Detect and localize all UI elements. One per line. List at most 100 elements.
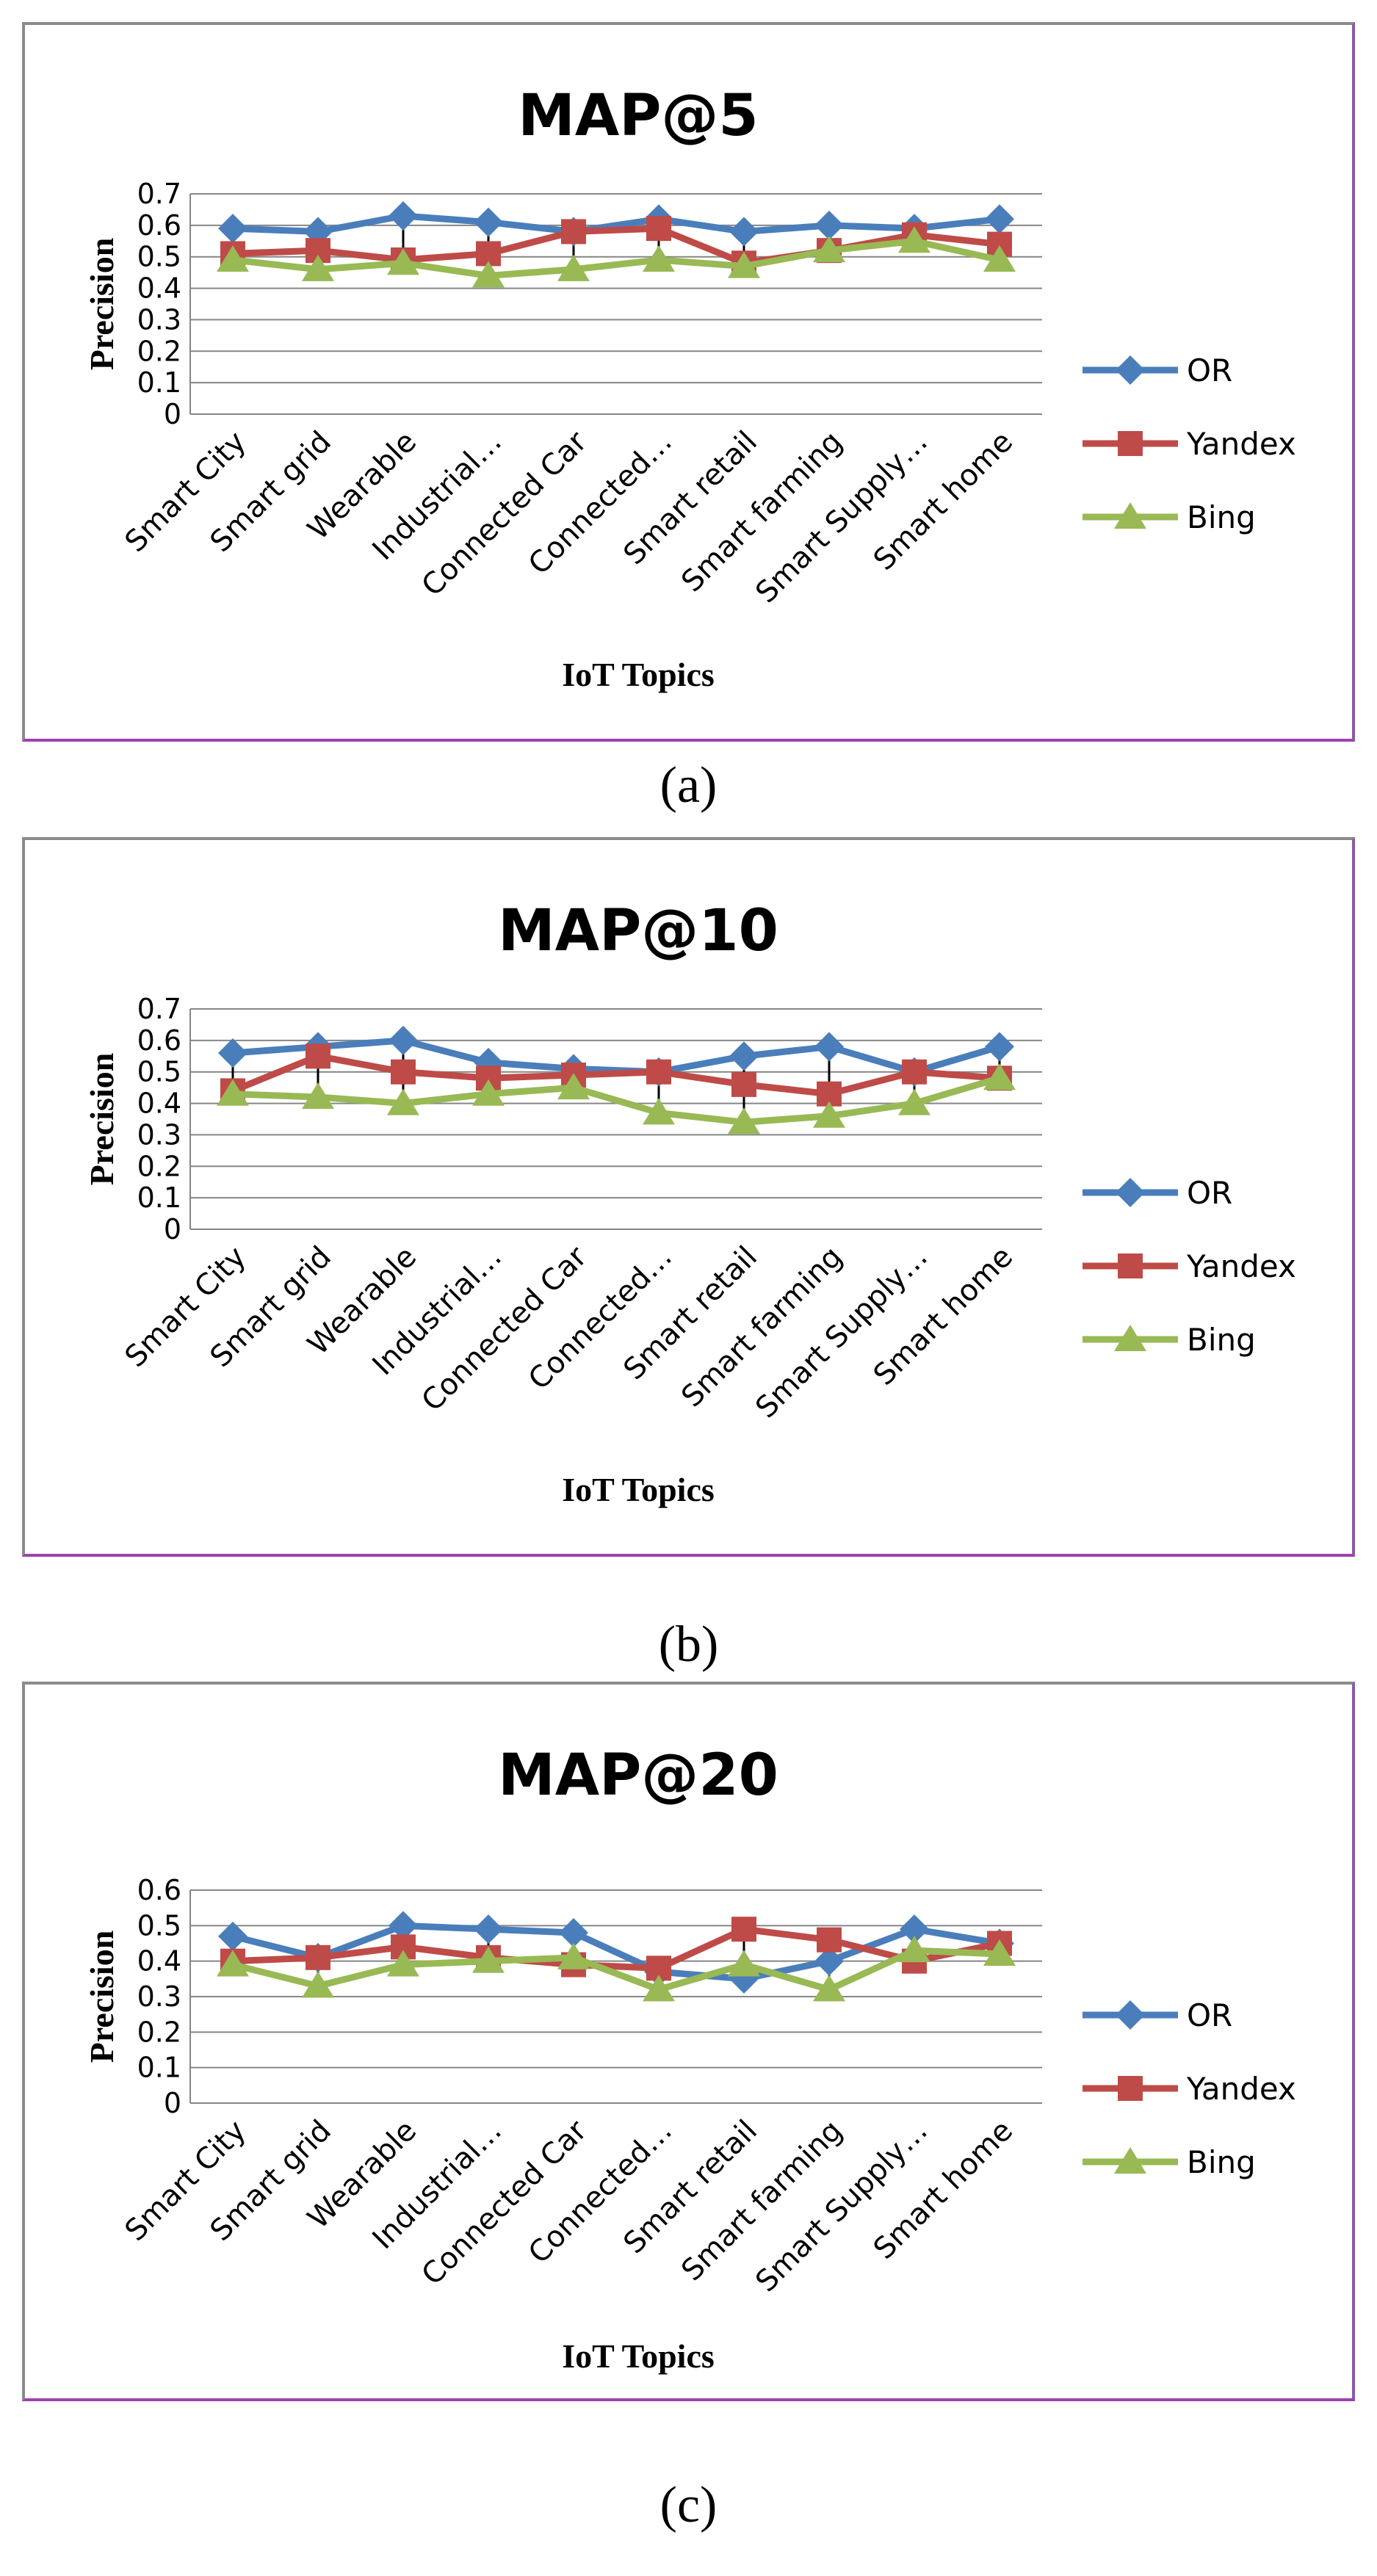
chart-svg: MAP@500.10.20.30.40.50.60.7PrecisionSmar… bbox=[83, 83, 1296, 693]
y-tick-label: 0.1 bbox=[137, 2052, 181, 2084]
data-point-or bbox=[218, 214, 247, 244]
x-axis-label: IoT Topics bbox=[562, 2337, 715, 2375]
y-tick-label: 0.1 bbox=[137, 1182, 181, 1214]
legend-label-bing: Bing bbox=[1187, 1322, 1256, 1358]
data-point-bing bbox=[983, 1939, 1016, 1966]
chart-panel-map10: MAP@10 0 0.1 0.2 0.3 0.4 0.5 0.6 0.7 Precision Sma… bbox=[22, 837, 1355, 1557]
data-point-or bbox=[814, 1946, 844, 1976]
series-line-or bbox=[232, 212, 1000, 235]
data-point-yandex bbox=[902, 1059, 927, 1085]
data-point-bing bbox=[302, 254, 334, 281]
data-point-bing bbox=[217, 1079, 249, 1106]
legend-label-yandex: Yandex bbox=[1186, 1248, 1296, 1284]
y-axis-label: Precision bbox=[83, 1053, 120, 1186]
data-point-bing bbox=[898, 226, 930, 253]
data-point-bing bbox=[387, 1950, 419, 1977]
chart-title: MAP@10 bbox=[498, 898, 778, 964]
series-line-bing bbox=[232, 1074, 1001, 1126]
data-point-bing bbox=[302, 1971, 334, 1998]
data-point-bing bbox=[813, 236, 845, 263]
series-line-yandex bbox=[232, 1925, 1000, 1972]
y-tick-label: 0 bbox=[164, 398, 181, 430]
data-point-or bbox=[388, 1025, 418, 1055]
data-point-bing bbox=[983, 1063, 1016, 1090]
legend-label-or: OR bbox=[1187, 1997, 1232, 2033]
data-point-or bbox=[985, 1032, 1014, 1062]
data-point-or bbox=[559, 1918, 588, 1947]
legend-label-bing: Bing bbox=[1187, 2144, 1256, 2180]
data-point-bing bbox=[728, 251, 760, 278]
legend-label-yandex: Yandex bbox=[1186, 2071, 1296, 2107]
y-tick-label: 0.7 bbox=[137, 178, 181, 210]
data-point-or bbox=[474, 207, 503, 237]
chart-title: MAP@20 bbox=[498, 1743, 778, 1809]
y-tick-label: 0.6 bbox=[137, 209, 181, 242]
chart-svg: MAP@1000.10.20.30.40.50.60.7PrecisionSma… bbox=[83, 898, 1296, 1508]
data-point-or bbox=[388, 1911, 418, 1941]
legend-marker-yandex bbox=[1118, 2076, 1143, 2101]
data-point-bing bbox=[813, 1975, 845, 2002]
data-point-bing bbox=[387, 248, 419, 275]
y-tick-label: 0 bbox=[164, 2087, 181, 2119]
data-point-yandex bbox=[817, 1927, 842, 1953]
y-tick-label: 0.4 bbox=[137, 272, 181, 305]
legend-marker-bing bbox=[1114, 1325, 1146, 1351]
y-axis-label: Precision bbox=[83, 1931, 120, 2063]
data-point-bing bbox=[302, 1082, 334, 1109]
data-point-or bbox=[985, 204, 1014, 234]
data-point-bing bbox=[728, 1107, 760, 1135]
chart-panel-map5: MAP@5 0 0.1 0.2 0.3 0.4 0.5 0.6 0.7 Precision Smar… bbox=[22, 22, 1355, 742]
x-axis-label: IoT Topics bbox=[562, 656, 715, 693]
data-point-or bbox=[729, 1041, 759, 1071]
data-point-yandex bbox=[731, 1071, 756, 1097]
caption-b: (b) bbox=[658, 1616, 719, 1673]
data-point-bing bbox=[643, 245, 675, 272]
legend-label-or: OR bbox=[1187, 1175, 1232, 1211]
series-line-or bbox=[232, 1037, 1001, 1076]
data-point-yandex bbox=[306, 1043, 330, 1069]
data-point-bing bbox=[557, 254, 590, 281]
y-tick-label: 0.5 bbox=[137, 241, 181, 273]
series-line-bing bbox=[232, 237, 1000, 279]
data-point-bing bbox=[983, 245, 1016, 272]
y-tick-label: 0.4 bbox=[137, 1945, 181, 1978]
data-point-bing bbox=[813, 1101, 845, 1128]
legend-label-bing: Bing bbox=[1187, 499, 1256, 535]
data-point-or bbox=[218, 1921, 247, 1951]
y-tick-label: 0.5 bbox=[137, 1056, 181, 1088]
data-point-bing bbox=[217, 245, 249, 272]
legend-label-yandex: Yandex bbox=[1186, 426, 1296, 462]
chart-panel-map20: MAP@20 0 0.1 0.2 0.3 0.4 0.5 0.6 Precision Smart … bbox=[22, 1682, 1355, 2401]
data-point-or bbox=[218, 1038, 247, 1068]
data-point-bing bbox=[472, 261, 505, 288]
data-point-yandex bbox=[306, 1944, 330, 1970]
y-tick-label: 0.3 bbox=[137, 1980, 181, 2013]
data-point-or bbox=[474, 1047, 503, 1077]
data-point-yandex bbox=[561, 219, 586, 245]
data-point-bing bbox=[557, 1942, 590, 1969]
chart-svg: MAP@2000.10.20.30.40.50.6PrecisionSmart … bbox=[83, 1743, 1296, 2375]
data-point-yandex bbox=[391, 1059, 416, 1085]
data-point-or bbox=[729, 217, 759, 247]
data-point-yandex bbox=[646, 1059, 671, 1085]
legend-marker-bing bbox=[1114, 2147, 1146, 2174]
legend-marker-yandex bbox=[1118, 1253, 1143, 1278]
y-tick-label: 0.3 bbox=[137, 303, 181, 336]
data-point-or bbox=[474, 1914, 503, 1944]
legend-marker-or bbox=[1116, 1178, 1145, 1207]
data-point-bing bbox=[643, 1098, 675, 1125]
data-point-bing bbox=[643, 1975, 675, 2002]
caption-c: (c) bbox=[659, 2477, 718, 2533]
y-tick-label: 0.1 bbox=[137, 366, 181, 399]
data-point-bing bbox=[217, 1950, 249, 1977]
data-point-or bbox=[814, 210, 844, 240]
chart-title: MAP@5 bbox=[518, 83, 758, 149]
legend-marker-yandex bbox=[1118, 431, 1143, 456]
legend-marker-or bbox=[1116, 2000, 1145, 2030]
y-axis-label: Precision bbox=[83, 238, 120, 371]
legend-marker-bing bbox=[1114, 502, 1146, 529]
y-tick-label: 0.6 bbox=[137, 1874, 181, 1906]
x-axis-label: IoT Topics bbox=[562, 1471, 715, 1508]
data-point-or bbox=[900, 1914, 929, 1944]
data-point-or bbox=[729, 1964, 759, 1994]
